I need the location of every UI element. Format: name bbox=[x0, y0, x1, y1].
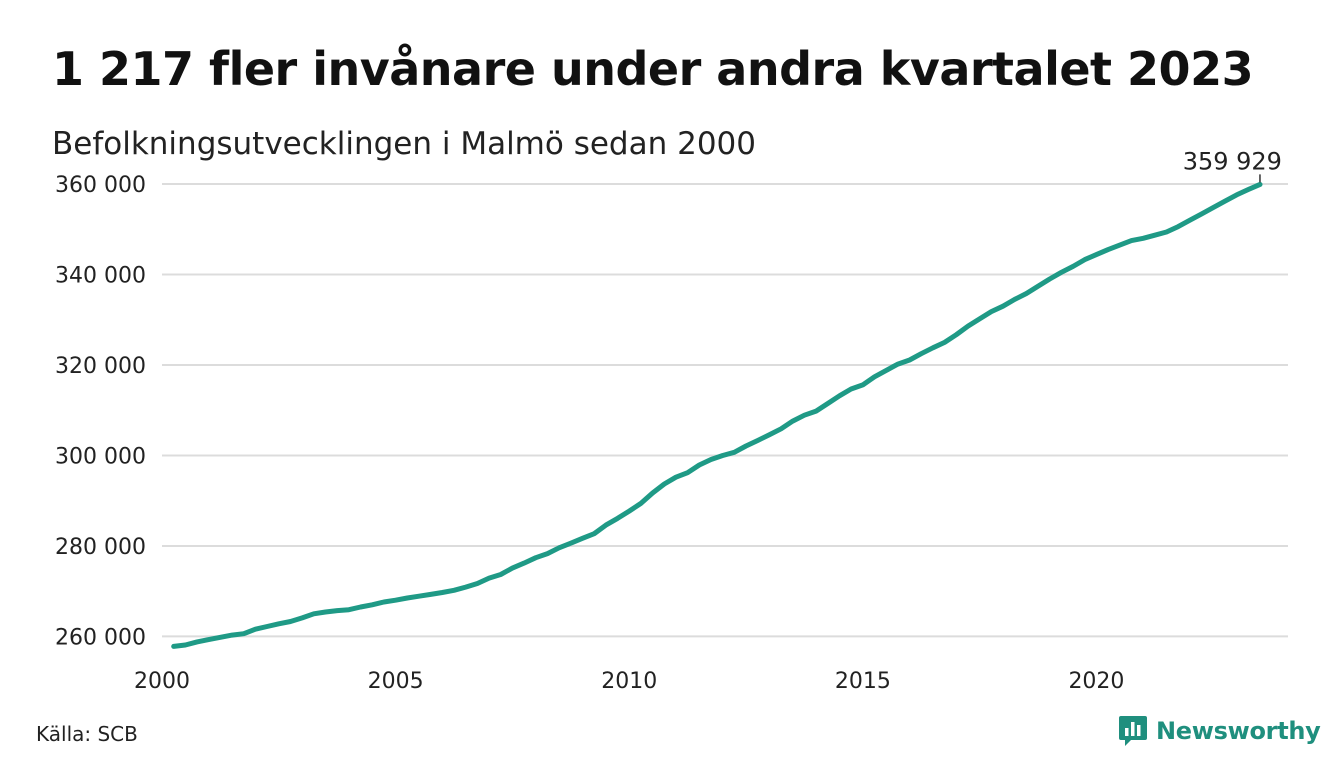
x-axis-labels: 2000 2005 2010 2015 2020 bbox=[134, 669, 1124, 694]
y-tick-label: 280 000 bbox=[55, 535, 146, 560]
x-tick-label: 2000 bbox=[134, 669, 190, 694]
x-tick-label: 2020 bbox=[1068, 669, 1124, 694]
y-tick-label: 340 000 bbox=[55, 264, 146, 289]
y-tick-label: 300 000 bbox=[55, 444, 146, 469]
gridlines bbox=[162, 183, 1288, 638]
chart-subtitle: Befolkningsutvecklingen i Malmö sedan 20… bbox=[52, 126, 756, 162]
x-tick-label: 2015 bbox=[835, 669, 891, 694]
brand-logo: Newsworthy bbox=[1118, 714, 1321, 748]
y-tick-label: 360 000 bbox=[55, 173, 146, 198]
annotations: 359 929 bbox=[1183, 147, 1282, 183]
y-axis-labels: 260 000 280 000 300 000 320 000 340 000 360 0… bbox=[55, 173, 146, 650]
brand-name: Newsworthy bbox=[1156, 717, 1321, 745]
y-tick-label: 260 000 bbox=[55, 625, 146, 650]
series-layer bbox=[171, 181, 1263, 649]
series-line bbox=[171, 181, 1263, 649]
end-value-label: 359 929 bbox=[1183, 147, 1282, 175]
y-tick-label: 320 000 bbox=[55, 354, 146, 379]
x-tick-label: 2005 bbox=[368, 669, 424, 694]
x-tick-label: 2010 bbox=[601, 669, 657, 694]
source-note: Källa: SCB bbox=[36, 722, 138, 746]
newsworthy-logo-icon bbox=[1119, 716, 1147, 746]
chart-title: 1 217 fler invånare under andra kvartale… bbox=[52, 42, 1254, 96]
